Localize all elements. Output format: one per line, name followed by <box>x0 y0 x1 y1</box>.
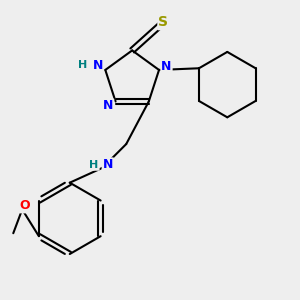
Text: H: H <box>89 160 99 170</box>
Text: N: N <box>103 100 113 112</box>
Text: O: O <box>20 200 31 212</box>
Text: N: N <box>93 59 103 72</box>
Text: S: S <box>158 15 168 29</box>
Text: N: N <box>103 158 113 171</box>
Text: H: H <box>78 61 88 70</box>
Text: N: N <box>161 61 172 74</box>
